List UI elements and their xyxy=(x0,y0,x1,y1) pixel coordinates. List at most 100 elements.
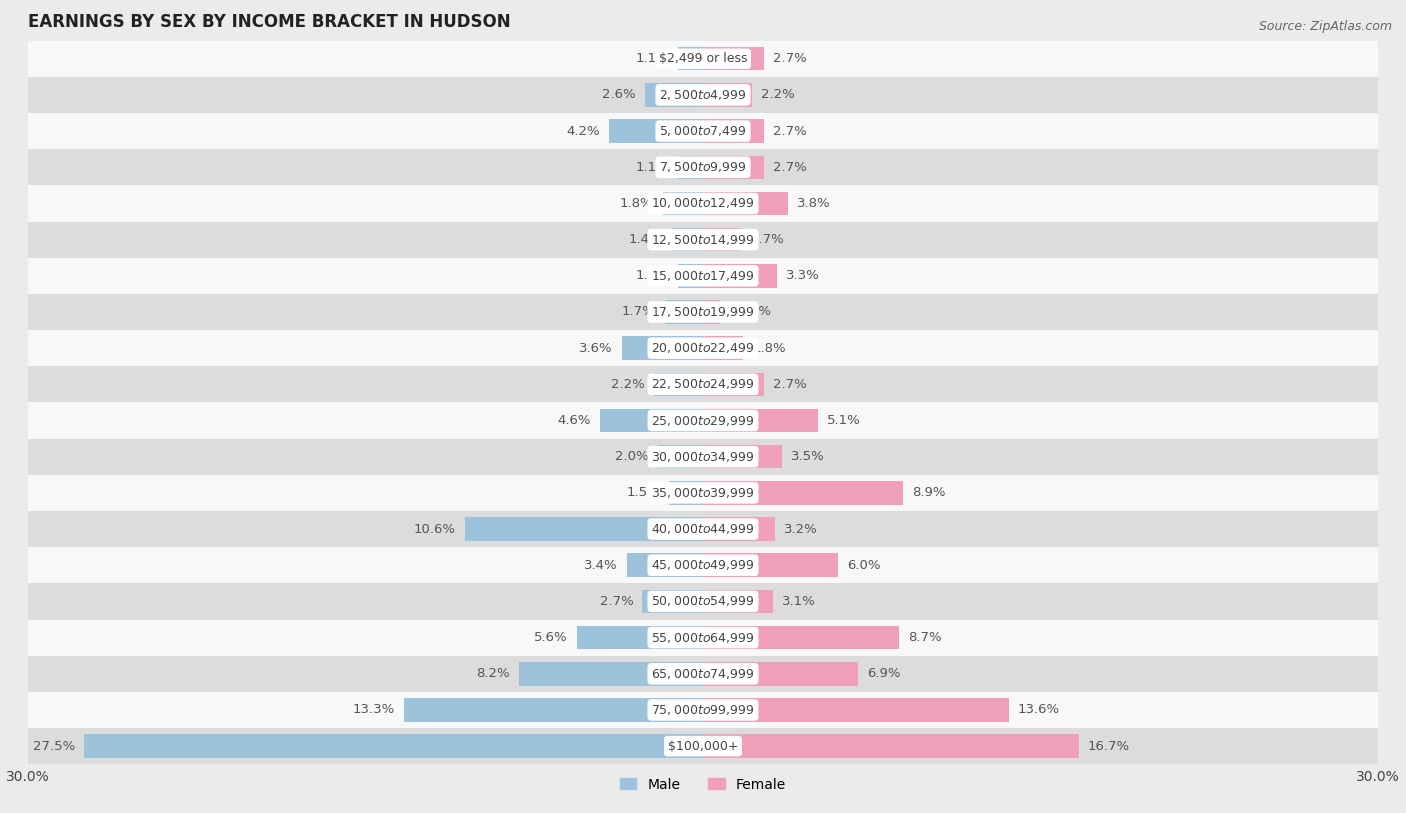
Text: 1.1%: 1.1% xyxy=(636,269,669,282)
Bar xyxy=(28,655,1378,692)
Bar xyxy=(703,300,720,324)
Bar xyxy=(28,330,1378,366)
Text: $50,000 to $54,999: $50,000 to $54,999 xyxy=(651,594,755,608)
Text: 1.8%: 1.8% xyxy=(620,197,654,210)
Bar xyxy=(28,402,1378,438)
Bar xyxy=(28,258,1378,293)
Text: $17,500 to $19,999: $17,500 to $19,999 xyxy=(651,305,755,319)
Bar xyxy=(28,583,1378,620)
Text: 27.5%: 27.5% xyxy=(34,740,76,753)
Bar xyxy=(28,547,1378,583)
Text: 6.9%: 6.9% xyxy=(868,667,901,680)
Bar xyxy=(28,221,1378,258)
Bar xyxy=(703,734,1078,758)
Text: 8.9%: 8.9% xyxy=(912,486,946,499)
Text: 3.4%: 3.4% xyxy=(583,559,617,572)
Text: 3.6%: 3.6% xyxy=(579,341,613,354)
Text: 3.3%: 3.3% xyxy=(786,269,820,282)
Bar xyxy=(28,41,1378,76)
Bar xyxy=(28,113,1378,149)
Bar xyxy=(678,264,703,288)
Text: $45,000 to $49,999: $45,000 to $49,999 xyxy=(651,559,755,572)
Bar xyxy=(703,554,838,577)
Bar xyxy=(404,698,703,722)
Text: 1.5%: 1.5% xyxy=(627,486,661,499)
Text: 2.2%: 2.2% xyxy=(762,89,796,102)
Text: $40,000 to $44,999: $40,000 to $44,999 xyxy=(651,522,755,536)
Text: 2.2%: 2.2% xyxy=(610,378,644,391)
Bar xyxy=(703,228,741,251)
Text: $30,000 to $34,999: $30,000 to $34,999 xyxy=(651,450,755,463)
Bar xyxy=(703,192,789,215)
Bar xyxy=(672,228,703,251)
Text: 2.7%: 2.7% xyxy=(773,378,807,391)
Text: 8.2%: 8.2% xyxy=(475,667,509,680)
Text: $35,000 to $39,999: $35,000 to $39,999 xyxy=(651,486,755,500)
Text: $100,000+: $100,000+ xyxy=(668,740,738,753)
Legend: Male, Female: Male, Female xyxy=(614,772,792,797)
Bar xyxy=(658,445,703,468)
Text: 1.4%: 1.4% xyxy=(628,233,662,246)
Bar xyxy=(28,692,1378,728)
Text: $65,000 to $74,999: $65,000 to $74,999 xyxy=(651,667,755,680)
Text: 5.1%: 5.1% xyxy=(827,414,860,427)
Text: 4.2%: 4.2% xyxy=(565,124,599,137)
Bar xyxy=(599,409,703,433)
Bar xyxy=(703,481,903,505)
Bar xyxy=(703,626,898,650)
Text: 3.2%: 3.2% xyxy=(785,523,818,536)
Bar xyxy=(464,517,703,541)
Bar xyxy=(703,264,778,288)
Bar xyxy=(28,366,1378,402)
Bar xyxy=(703,155,763,179)
Bar xyxy=(644,83,703,107)
Bar xyxy=(678,47,703,71)
Bar xyxy=(654,372,703,396)
Text: 2.0%: 2.0% xyxy=(616,450,650,463)
Bar xyxy=(519,662,703,685)
Bar xyxy=(703,589,773,613)
Text: 1.7%: 1.7% xyxy=(751,233,785,246)
Bar xyxy=(28,511,1378,547)
Text: 2.7%: 2.7% xyxy=(773,52,807,65)
Text: 1.8%: 1.8% xyxy=(752,341,786,354)
Text: $15,000 to $17,499: $15,000 to $17,499 xyxy=(651,269,755,283)
Bar xyxy=(621,337,703,360)
Text: 3.8%: 3.8% xyxy=(797,197,831,210)
Bar xyxy=(28,76,1378,113)
Bar xyxy=(703,47,763,71)
Text: 2.6%: 2.6% xyxy=(602,89,636,102)
Bar xyxy=(627,554,703,577)
Bar xyxy=(28,149,1378,185)
Bar xyxy=(84,734,703,758)
Text: 2.7%: 2.7% xyxy=(599,595,633,608)
Text: $55,000 to $64,999: $55,000 to $64,999 xyxy=(651,631,755,645)
Text: $2,499 or less: $2,499 or less xyxy=(659,52,747,65)
Bar xyxy=(662,192,703,215)
Bar xyxy=(678,155,703,179)
Text: 6.0%: 6.0% xyxy=(846,559,880,572)
Bar xyxy=(576,626,703,650)
Text: 2.7%: 2.7% xyxy=(773,124,807,137)
Text: 0.74%: 0.74% xyxy=(728,306,770,319)
Bar xyxy=(703,517,775,541)
Bar xyxy=(643,589,703,613)
Bar xyxy=(703,337,744,360)
Text: 13.6%: 13.6% xyxy=(1018,703,1060,716)
Bar xyxy=(703,409,818,433)
Text: 13.3%: 13.3% xyxy=(353,703,395,716)
Bar xyxy=(609,120,703,143)
Text: 16.7%: 16.7% xyxy=(1088,740,1130,753)
Text: 3.1%: 3.1% xyxy=(782,595,815,608)
Text: 10.6%: 10.6% xyxy=(413,523,456,536)
Bar xyxy=(703,445,782,468)
Text: $25,000 to $29,999: $25,000 to $29,999 xyxy=(651,414,755,428)
Bar xyxy=(28,438,1378,475)
Text: 1.1%: 1.1% xyxy=(636,161,669,174)
Text: 8.7%: 8.7% xyxy=(908,631,942,644)
Text: Source: ZipAtlas.com: Source: ZipAtlas.com xyxy=(1258,20,1392,33)
Bar xyxy=(703,698,1010,722)
Bar xyxy=(703,83,752,107)
Text: EARNINGS BY SEX BY INCOME BRACKET IN HUDSON: EARNINGS BY SEX BY INCOME BRACKET IN HUD… xyxy=(28,13,510,31)
Text: $75,000 to $99,999: $75,000 to $99,999 xyxy=(651,703,755,717)
